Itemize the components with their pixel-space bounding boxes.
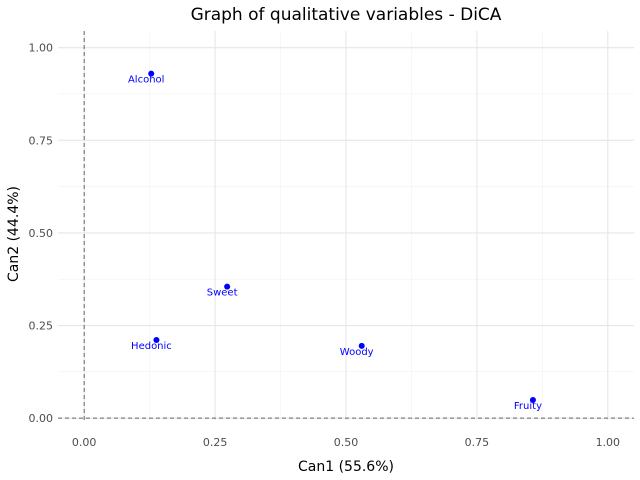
y-tick-label: 0.75 <box>29 134 54 147</box>
x-tick-label: 1.00 <box>596 436 621 449</box>
x-tick-label: 0.00 <box>72 436 97 449</box>
y-axis-title: Can2 (44.4%) <box>6 186 22 282</box>
data-points <box>148 70 536 403</box>
data-point-alcohol <box>148 70 155 77</box>
data-point-woody <box>358 342 365 349</box>
grid <box>58 31 634 420</box>
y-tick-label: 0.50 <box>29 227 54 240</box>
data-point-fruity <box>529 396 536 403</box>
x-axis-ticks: 0.00 0.25 0.50 0.75 1.00 <box>72 436 620 449</box>
reference-lines <box>58 31 634 420</box>
x-tick-label: 0.50 <box>334 436 359 449</box>
data-point-sweet <box>224 283 231 290</box>
point-label-woody: Woody <box>340 347 374 358</box>
y-tick-label: 0.00 <box>29 412 54 425</box>
x-tick-label: 0.25 <box>203 436 228 449</box>
data-point-hedonic <box>153 336 160 343</box>
y-tick-label: 0.25 <box>29 320 54 333</box>
point-label-hedonic: Hedonic <box>131 341 172 352</box>
x-tick-label: 0.75 <box>465 436 490 449</box>
chart-title: Graph of qualitative variables - DiCA <box>191 5 502 25</box>
point-label-alcohol: Alcohol <box>128 75 164 86</box>
point-label-fruity: Fruity <box>514 401 542 412</box>
point-labels: Alcohol Sweet Hedonic Woody Fruity <box>128 75 542 412</box>
y-tick-label: 1.00 <box>29 42 54 55</box>
x-axis-title: Can1 (55.6%) <box>298 459 394 475</box>
y-axis-ticks: 0.00 0.25 0.50 0.75 1.00 <box>29 42 54 425</box>
point-label-sweet: Sweet <box>207 288 238 299</box>
